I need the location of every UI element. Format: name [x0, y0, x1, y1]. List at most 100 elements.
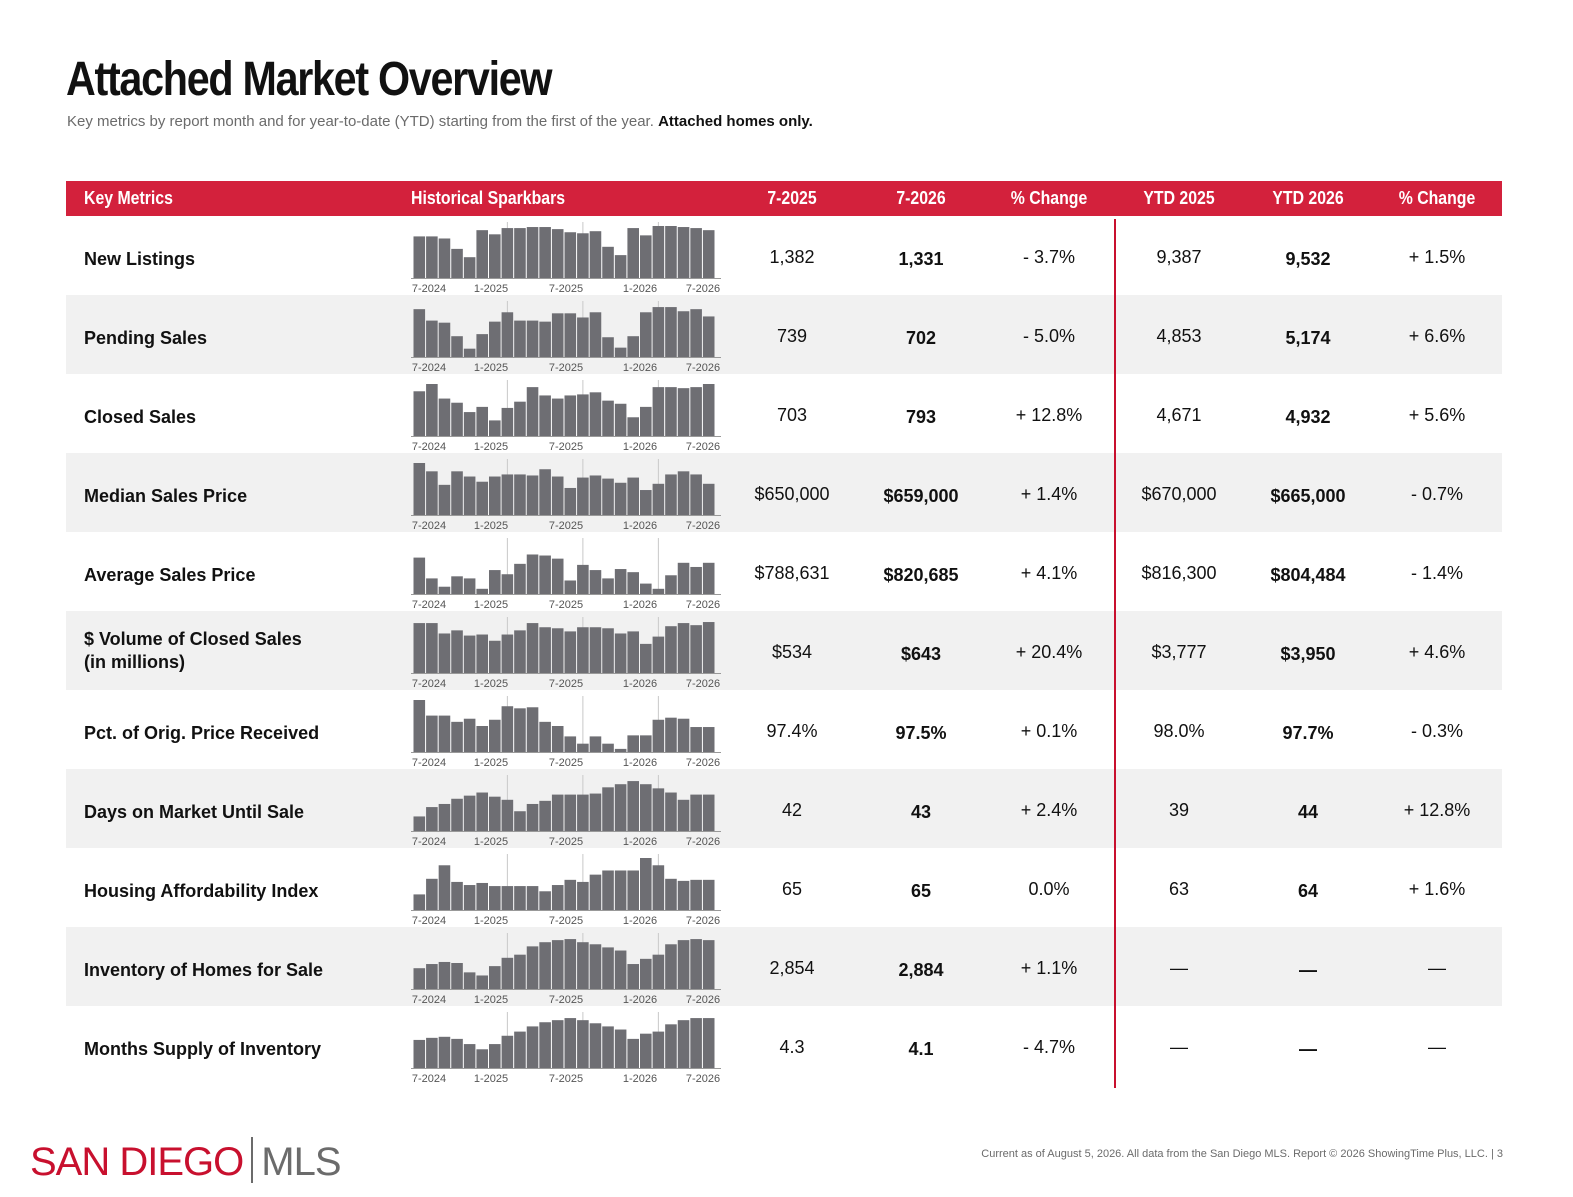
- table-row: New Listings 7-2024 1-2025 7-2025 1-2026 7-20…: [66, 216, 1502, 295]
- sparkbar-axis-label: 7-2024: [412, 757, 446, 768]
- sparkbar: [476, 406, 488, 436]
- sparkbar: [501, 312, 514, 357]
- sparkbar: [677, 718, 690, 752]
- sparkbar: [602, 743, 614, 752]
- sparkbar: [539, 469, 551, 515]
- sparkbar: [702, 562, 715, 594]
- table-row: Pending Sales 7-2024 1-2025 7-2025 1-2026 7-2…: [66, 295, 1502, 374]
- sparkbar: [564, 313, 577, 357]
- sparkbar: [413, 463, 426, 515]
- sparkbar: [702, 316, 715, 357]
- sparkbar: [463, 257, 476, 278]
- sparkbar: [665, 626, 677, 673]
- sparkbar-axis-label: 7-2026: [686, 836, 720, 847]
- sparkbar: [476, 634, 488, 673]
- sparkbar: [501, 706, 514, 752]
- sparkbar: [564, 736, 577, 752]
- sparkbar: [489, 570, 501, 594]
- sparkbar: [426, 236, 438, 278]
- sparkbar-axis-label: 7-2026: [686, 283, 720, 294]
- value-ytd-2026: $665,000: [1270, 486, 1346, 506]
- value-2025: 42: [781, 800, 803, 820]
- sparkbar: [438, 961, 451, 989]
- sparkbar: [690, 228, 702, 278]
- value-ytd-2025: 4,853: [1156, 326, 1202, 346]
- value-2026: 793: [905, 407, 937, 427]
- sparkbar: [652, 483, 665, 515]
- sparkbar: [514, 563, 526, 594]
- value-pct-change: - 5.0%: [1022, 326, 1076, 346]
- sparkbar: [677, 1020, 690, 1068]
- sparkbar-chart: 7-2024 1-2025 7-2025 1-2026 7-2026: [411, 538, 721, 610]
- sparkbar: [514, 708, 526, 752]
- sparkbar-axis-label: 1-2025: [474, 994, 508, 1005]
- value-2025: 65: [781, 879, 803, 899]
- sparkbar-axis-label: 1-2026: [623, 283, 657, 294]
- sparkbar: [702, 1018, 715, 1068]
- sparkbar: [413, 391, 426, 436]
- sparkbar: [602, 1026, 614, 1068]
- sparkbar: [539, 942, 551, 989]
- value-2025: $788,631: [754, 563, 830, 583]
- sparkbar-axis-label: 1-2025: [474, 362, 508, 373]
- value-2026: 97.5%: [895, 723, 947, 743]
- sparkbar: [476, 975, 488, 989]
- table-row: Median Sales Price 7-2024 1-2025 7-2025 1-20…: [66, 453, 1502, 532]
- value-ytd-pct-change: —: [1428, 958, 1446, 978]
- value-ytd-2026: 4,932: [1285, 407, 1331, 427]
- sparkbar: [652, 719, 665, 752]
- sparkbar-axis-label: 7-2025: [549, 1073, 583, 1084]
- sparkbar: [413, 894, 426, 910]
- sparkbar: [451, 402, 463, 436]
- sparkbar: [463, 476, 476, 515]
- table-row: Months Supply of Inventory 7-2024 1-2025 7-…: [66, 1006, 1502, 1085]
- sparkbar: [526, 803, 539, 831]
- value-pct-change: + 2.4%: [1020, 800, 1078, 820]
- sparkbar: [476, 792, 488, 831]
- sparkbar: [589, 793, 602, 831]
- sparkbar-axis-label: 7-2024: [412, 836, 446, 847]
- sparkbar: [627, 735, 639, 752]
- sparkbar: [539, 395, 551, 436]
- sparkbar: [551, 628, 564, 673]
- sparkbar: [551, 885, 564, 910]
- sparkbar: [652, 226, 665, 278]
- sparkbar: [614, 347, 627, 357]
- sparkbar: [627, 1038, 639, 1068]
- sparkbar: [690, 474, 702, 515]
- sparkbar: [438, 715, 451, 752]
- sparkbar-axis-label: 1-2026: [623, 520, 657, 531]
- sparkbar-axis-label: 7-2025: [549, 520, 583, 531]
- sparkbar: [451, 630, 463, 673]
- sparkbar: [514, 320, 526, 357]
- sparkbar: [652, 387, 665, 436]
- sparkbar: [640, 784, 652, 831]
- sparkbar-axis-label: 7-2025: [549, 362, 583, 373]
- sparkbar: [589, 1023, 602, 1068]
- sparkbar-axis-label: 7-2026: [686, 678, 720, 689]
- sparkbar: [640, 312, 652, 357]
- sparkbar-axis-label: 1-2025: [474, 915, 508, 926]
- table-row: Pct. of Orig. Price Received 7-2024 1-2025…: [66, 690, 1502, 769]
- sparkbar: [564, 395, 577, 436]
- value-2025: 97.4%: [766, 721, 818, 741]
- sparkbar-axis-label: 7-2024: [412, 678, 446, 689]
- sparkbar: [577, 233, 589, 278]
- sparkbar: [589, 392, 602, 436]
- sparkbar: [501, 634, 514, 673]
- sparkbar: [652, 954, 665, 989]
- sparkbar: [514, 228, 526, 278]
- value-2025: 703: [776, 405, 808, 425]
- sparkbar: [627, 631, 639, 673]
- sparkbar: [438, 1036, 451, 1068]
- sparkbar: [489, 640, 501, 673]
- table-row: Closed Sales 7-2024 1-2025 7-2025 1-2026 7-20…: [66, 374, 1502, 453]
- sparkbar: [627, 870, 639, 910]
- sparkbar: [489, 796, 501, 831]
- sparkbar: [652, 1031, 665, 1068]
- value-ytd-2026: —: [1299, 1039, 1317, 1059]
- sparkbar: [539, 891, 551, 910]
- sparkbar: [438, 238, 451, 278]
- value-ytd-2025: $670,000: [1141, 484, 1217, 504]
- sparkbar: [413, 700, 426, 752]
